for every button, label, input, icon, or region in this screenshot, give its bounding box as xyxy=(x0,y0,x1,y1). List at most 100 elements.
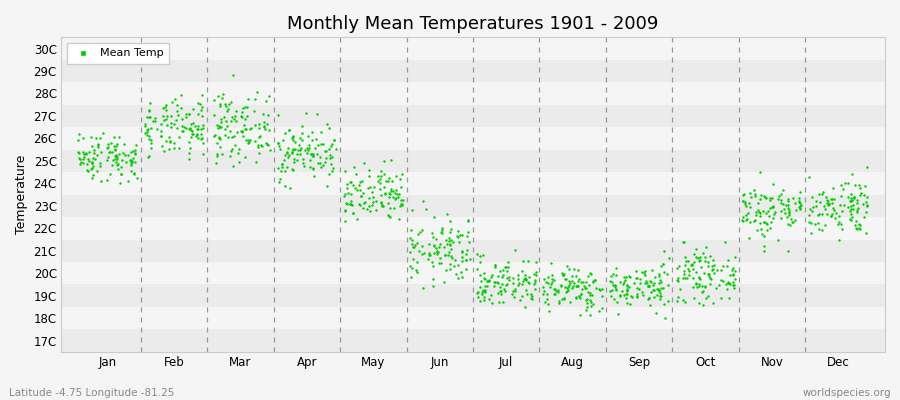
Mean Temp xyxy=(340,201,355,208)
Mean Temp xyxy=(487,278,501,285)
Mean Temp xyxy=(194,92,209,98)
Mean Temp xyxy=(645,282,660,289)
Mean Temp xyxy=(128,147,142,154)
Mean Temp xyxy=(608,271,623,278)
Mean Temp xyxy=(701,259,716,265)
Mean Temp xyxy=(826,205,841,211)
Mean Temp xyxy=(105,162,120,168)
Mean Temp xyxy=(754,192,769,198)
Mean Temp xyxy=(781,212,796,218)
Mean Temp xyxy=(572,292,586,299)
Mean Temp xyxy=(562,277,576,284)
Mean Temp xyxy=(344,190,358,197)
Mean Temp xyxy=(318,148,332,154)
Mean Temp xyxy=(252,120,266,127)
Mean Temp xyxy=(605,279,619,285)
Mean Temp xyxy=(655,284,670,291)
Mean Temp xyxy=(392,215,407,222)
Mean Temp xyxy=(371,178,385,184)
Mean Temp xyxy=(575,286,590,292)
Mean Temp xyxy=(461,217,475,224)
Mean Temp xyxy=(295,123,310,129)
Mean Temp xyxy=(658,315,672,321)
Mean Temp xyxy=(802,212,816,218)
Mean Temp xyxy=(80,161,94,168)
Mean Temp xyxy=(286,133,301,140)
Mean Temp xyxy=(623,301,637,308)
Mean Temp xyxy=(522,274,536,280)
Mean Temp xyxy=(847,194,861,200)
Mean Temp xyxy=(326,165,340,171)
Mean Temp xyxy=(238,116,252,122)
Mean Temp xyxy=(622,273,636,280)
Mean Temp xyxy=(680,258,695,264)
Mean Temp xyxy=(718,280,733,287)
Mean Temp xyxy=(209,160,223,166)
Mean Temp xyxy=(211,151,225,158)
Mean Temp xyxy=(165,99,179,105)
Mean Temp xyxy=(695,282,709,289)
Mean Temp xyxy=(562,282,576,288)
Mean Temp xyxy=(340,181,355,187)
Mean Temp xyxy=(757,233,771,239)
Mean Temp xyxy=(516,278,530,284)
Mean Temp xyxy=(508,286,522,292)
Mean Temp xyxy=(353,187,367,193)
Mean Temp xyxy=(319,148,333,155)
Mean Temp xyxy=(572,295,587,301)
Mean Temp xyxy=(814,211,829,217)
Mean Temp xyxy=(792,204,806,211)
Mean Temp xyxy=(306,165,320,172)
Mean Temp xyxy=(853,226,868,232)
Mean Temp xyxy=(716,263,731,270)
Mean Temp xyxy=(793,205,807,211)
Mean Temp xyxy=(804,220,818,226)
Mean Temp xyxy=(170,108,184,114)
Mean Temp xyxy=(385,178,400,185)
Mean Temp xyxy=(291,146,305,153)
Mean Temp xyxy=(318,159,332,165)
Mean Temp xyxy=(589,285,603,291)
Mean Temp xyxy=(801,218,815,225)
Mean Temp xyxy=(525,294,539,301)
Mean Temp xyxy=(612,292,626,299)
Mean Temp xyxy=(652,286,666,292)
Mean Temp xyxy=(620,300,634,306)
Bar xyxy=(61,262,885,284)
Mean Temp xyxy=(774,215,788,221)
Mean Temp xyxy=(377,171,392,177)
Mean Temp xyxy=(561,284,575,290)
Mean Temp xyxy=(226,72,240,78)
Mean Temp xyxy=(164,120,178,126)
Mean Temp xyxy=(256,111,270,118)
Mean Temp xyxy=(495,280,509,287)
Mean Temp xyxy=(471,266,485,272)
Mean Temp xyxy=(374,176,388,183)
Mean Temp xyxy=(749,209,763,216)
Mean Temp xyxy=(307,172,321,179)
Mean Temp xyxy=(608,284,623,290)
Mean Temp xyxy=(285,135,300,141)
Mean Temp xyxy=(374,168,388,174)
Mean Temp xyxy=(742,218,757,225)
Mean Temp xyxy=(460,247,474,253)
Mean Temp xyxy=(454,232,469,238)
Mean Temp xyxy=(184,127,199,133)
Mean Temp xyxy=(339,200,354,206)
Mean Temp xyxy=(362,194,376,201)
Mean Temp xyxy=(361,184,375,191)
Mean Temp xyxy=(632,286,646,292)
Mean Temp xyxy=(168,96,183,102)
Mean Temp xyxy=(582,311,597,318)
Mean Temp xyxy=(488,278,502,285)
Mean Temp xyxy=(171,112,185,118)
Mean Temp xyxy=(712,282,726,288)
Mean Temp xyxy=(552,298,566,304)
Mean Temp xyxy=(482,278,496,284)
Mean Temp xyxy=(443,218,457,224)
Mean Temp xyxy=(574,291,589,297)
Mean Temp xyxy=(275,164,290,170)
Mean Temp xyxy=(281,145,295,152)
Mean Temp xyxy=(358,199,373,206)
Mean Temp xyxy=(484,272,499,278)
